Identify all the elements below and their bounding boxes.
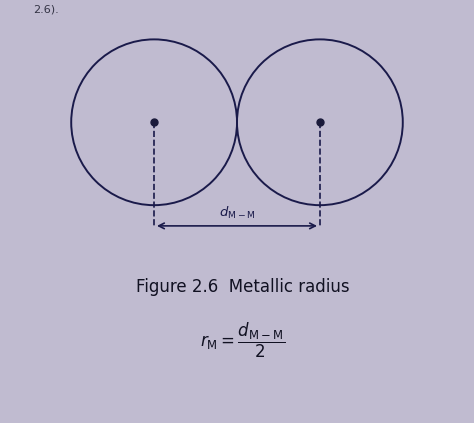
Text: $d_{\mathrm{M-M}}$: $d_{\mathrm{M-M}}$ [219, 205, 255, 221]
Text: 2.6).: 2.6). [33, 5, 59, 15]
Text: Figure 2.6  Metallic radius: Figure 2.6 Metallic radius [136, 277, 349, 296]
Text: $r_{\mathrm{M}}=\dfrac{d_{\mathrm{M-M}}}{2}$: $r_{\mathrm{M}}=\dfrac{d_{\mathrm{M-M}}}… [200, 320, 285, 360]
